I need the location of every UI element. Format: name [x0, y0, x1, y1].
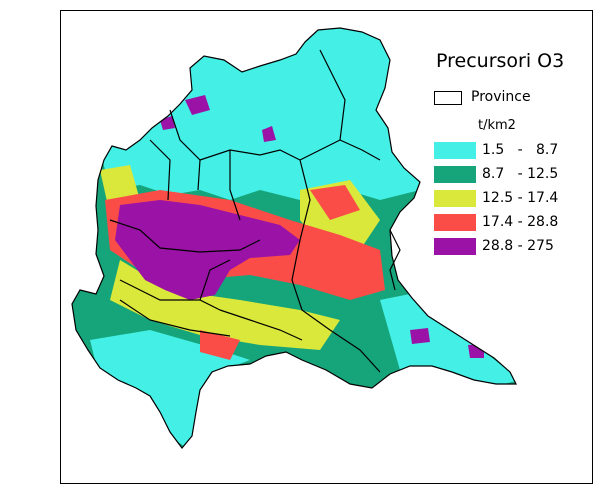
class-label: 1.5 - 8.7	[482, 142, 559, 158]
class-swatch	[434, 142, 476, 159]
class-swatch	[434, 214, 476, 231]
class-label: 12.5 - 17.4	[482, 190, 559, 206]
class-swatch	[434, 166, 476, 183]
legend-title: Precursori O3	[436, 50, 565, 72]
class-swatch	[434, 190, 476, 207]
class-swatch	[434, 238, 476, 255]
province-borders	[109, 49, 401, 373]
class-label: 8.7 - 12.5	[482, 166, 559, 182]
unit-label: t/km2	[478, 118, 516, 133]
province-label: Province	[471, 89, 531, 105]
class-label: 28.8 - 275	[482, 238, 554, 254]
province-swatch	[434, 91, 462, 105]
class-label: 17.4 - 28.8	[482, 214, 559, 230]
